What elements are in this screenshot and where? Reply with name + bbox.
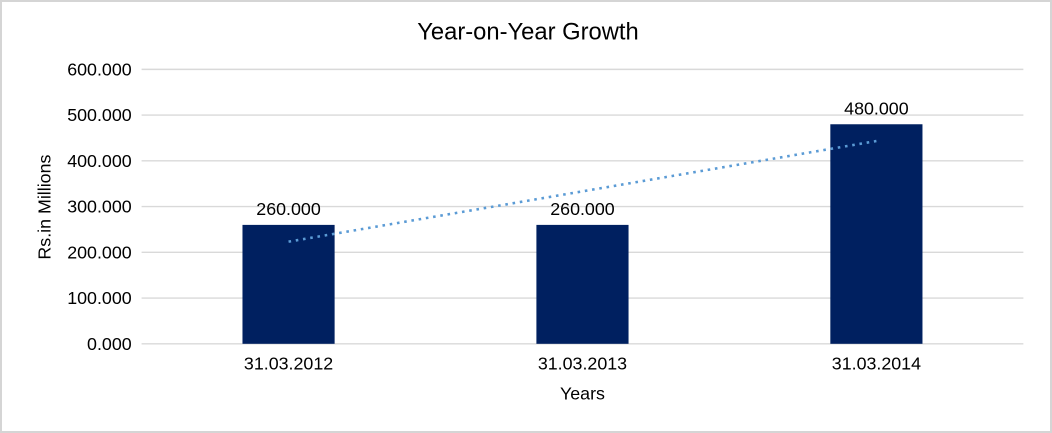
data-label: 260.000 (256, 199, 321, 219)
data-label: 260.000 (550, 199, 615, 219)
data-label: 480.000 (844, 98, 909, 118)
x-tick-labels: 31.03.2012 31.03.2013 31.03.2014 (244, 354, 921, 374)
x-tick-label: 31.03.2012 (244, 354, 333, 374)
y-tick-label: 300.000 (67, 197, 132, 217)
data-labels: 260.000 260.000 480.000 (256, 98, 908, 219)
y-tick-labels: 0.000 100.000 200.000 300.000 400.000 500.000… (67, 59, 132, 353)
bar (830, 124, 923, 344)
x-tick-label: 31.03.2013 (538, 354, 627, 374)
y-tick-label: 400.000 (67, 151, 132, 171)
y-tick-label: 100.000 (67, 288, 132, 308)
x-tick-label: 31.03.2014 (832, 354, 921, 374)
x-axis-title: Years (560, 383, 605, 403)
y-tick-label: 500.000 (67, 105, 132, 125)
bar (536, 224, 629, 344)
y-tick-label: 0.000 (87, 334, 132, 354)
y-tick-label: 200.000 (67, 242, 132, 262)
chart-title: Year-on-Year Growth (417, 19, 639, 46)
bars (242, 124, 923, 344)
y-axis-title: Rs.in Millions (34, 154, 54, 259)
y-tick-label: 600.000 (67, 59, 132, 79)
bar (242, 224, 335, 344)
